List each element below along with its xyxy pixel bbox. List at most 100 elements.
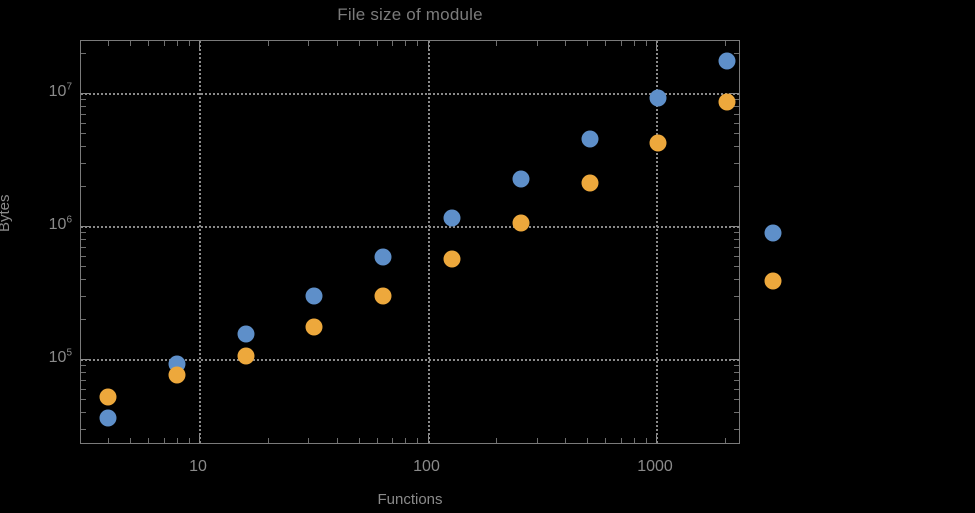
x-tick-major (199, 435, 200, 443)
y-tick-minor (734, 428, 739, 430)
data-point (374, 248, 392, 266)
x-tick-minor (405, 41, 407, 46)
x-tick-minor (633, 41, 635, 46)
data-point (168, 366, 186, 384)
y-tick-minor (734, 185, 739, 187)
x-tick-minor (108, 438, 110, 443)
y-tick-minor (734, 388, 739, 390)
y-tick-minor (81, 185, 86, 187)
gridline-vertical (656, 41, 658, 443)
x-tick-minor (605, 41, 607, 46)
y-tick-minor (81, 145, 86, 147)
gridline-horizontal (81, 93, 739, 95)
x-tick-minor (130, 438, 132, 443)
y-tick-minor (81, 318, 86, 320)
x-tick-minor (724, 438, 726, 443)
x-tick-major (656, 41, 657, 49)
y-tick-minor (81, 278, 86, 280)
y-tick-minor (734, 145, 739, 147)
data-point (764, 272, 782, 290)
y-tick-minor (734, 318, 739, 320)
x-tick-minor (163, 41, 165, 46)
x-tick-minor (620, 41, 622, 46)
gridline-horizontal (81, 226, 739, 228)
y-tick-minor (81, 399, 86, 401)
y-axis-title: Bytes (0, 194, 13, 232)
gridline-vertical (199, 41, 201, 443)
x-tick-minor (605, 438, 607, 443)
x-tick-minor (587, 41, 589, 46)
data-point (718, 93, 736, 111)
y-tick-minor (734, 365, 739, 367)
x-tick-minor (108, 41, 110, 46)
x-tick-minor (188, 438, 190, 443)
y-tick-minor (81, 105, 86, 107)
x-tick-minor (496, 41, 498, 46)
y-tick-major (731, 93, 739, 94)
y-tick-minor (81, 388, 86, 390)
data-point (581, 130, 599, 148)
x-tick-minor (724, 41, 726, 46)
x-tick-minor (148, 438, 150, 443)
data-point (764, 224, 782, 242)
x-tick-label: 10 (189, 458, 207, 475)
y-tick-minor (81, 122, 86, 124)
y-tick-minor (734, 246, 739, 248)
x-tick-minor (148, 41, 150, 46)
y-tick-minor (734, 99, 739, 101)
y-tick-major (731, 359, 739, 360)
x-tick-minor (587, 438, 589, 443)
y-tick-minor (81, 371, 86, 373)
x-tick-minor (176, 41, 178, 46)
y-tick-minor (734, 113, 739, 115)
y-tick-minor (81, 232, 86, 234)
y-tick-minor (81, 246, 86, 248)
y-tick-minor (734, 105, 739, 107)
y-tick-minor (81, 411, 86, 413)
x-tick-major (427, 435, 429, 443)
x-tick-minor (633, 438, 635, 443)
x-axis-title: Functions (377, 491, 443, 508)
data-point (512, 214, 530, 232)
data-point (305, 287, 323, 305)
y-tick-label: 107 (48, 81, 72, 100)
data-point (99, 409, 117, 427)
x-tick-minor (358, 438, 360, 443)
y-tick-minor (734, 278, 739, 280)
y-tick-minor (81, 238, 86, 240)
data-point (305, 318, 323, 336)
y-tick-minor (734, 371, 739, 373)
x-tick-minor (536, 438, 538, 443)
x-tick-minor (645, 438, 647, 443)
y-tick-minor (81, 428, 86, 430)
x-tick-minor (645, 41, 647, 46)
data-point (649, 89, 667, 107)
y-tick-minor (734, 411, 739, 413)
x-tick-minor (176, 438, 178, 443)
x-tick-minor (267, 438, 269, 443)
y-tick-minor (734, 399, 739, 401)
x-tick-major (199, 41, 200, 49)
data-point (237, 325, 255, 343)
x-tick-label: 1000 (637, 458, 673, 475)
x-tick-minor (376, 438, 378, 443)
y-tick-minor (81, 133, 86, 135)
data-point (581, 174, 599, 192)
x-tick-minor (496, 438, 498, 443)
x-tick-minor (392, 438, 394, 443)
x-tick-minor (336, 41, 338, 46)
data-point (237, 347, 255, 365)
data-point (512, 170, 530, 188)
x-tick-minor (565, 41, 567, 46)
x-tick-label: 100 (413, 458, 440, 475)
y-tick-minor (81, 113, 86, 115)
y-tick-minor (81, 99, 86, 101)
y-tick-minor (81, 295, 86, 297)
data-point (649, 134, 667, 152)
data-point (374, 287, 392, 305)
y-tick-minor (734, 122, 739, 124)
x-tick-minor (405, 438, 407, 443)
chart-title: File size of module (337, 5, 483, 24)
plot-frame (80, 40, 740, 444)
y-tick-minor (734, 232, 739, 234)
